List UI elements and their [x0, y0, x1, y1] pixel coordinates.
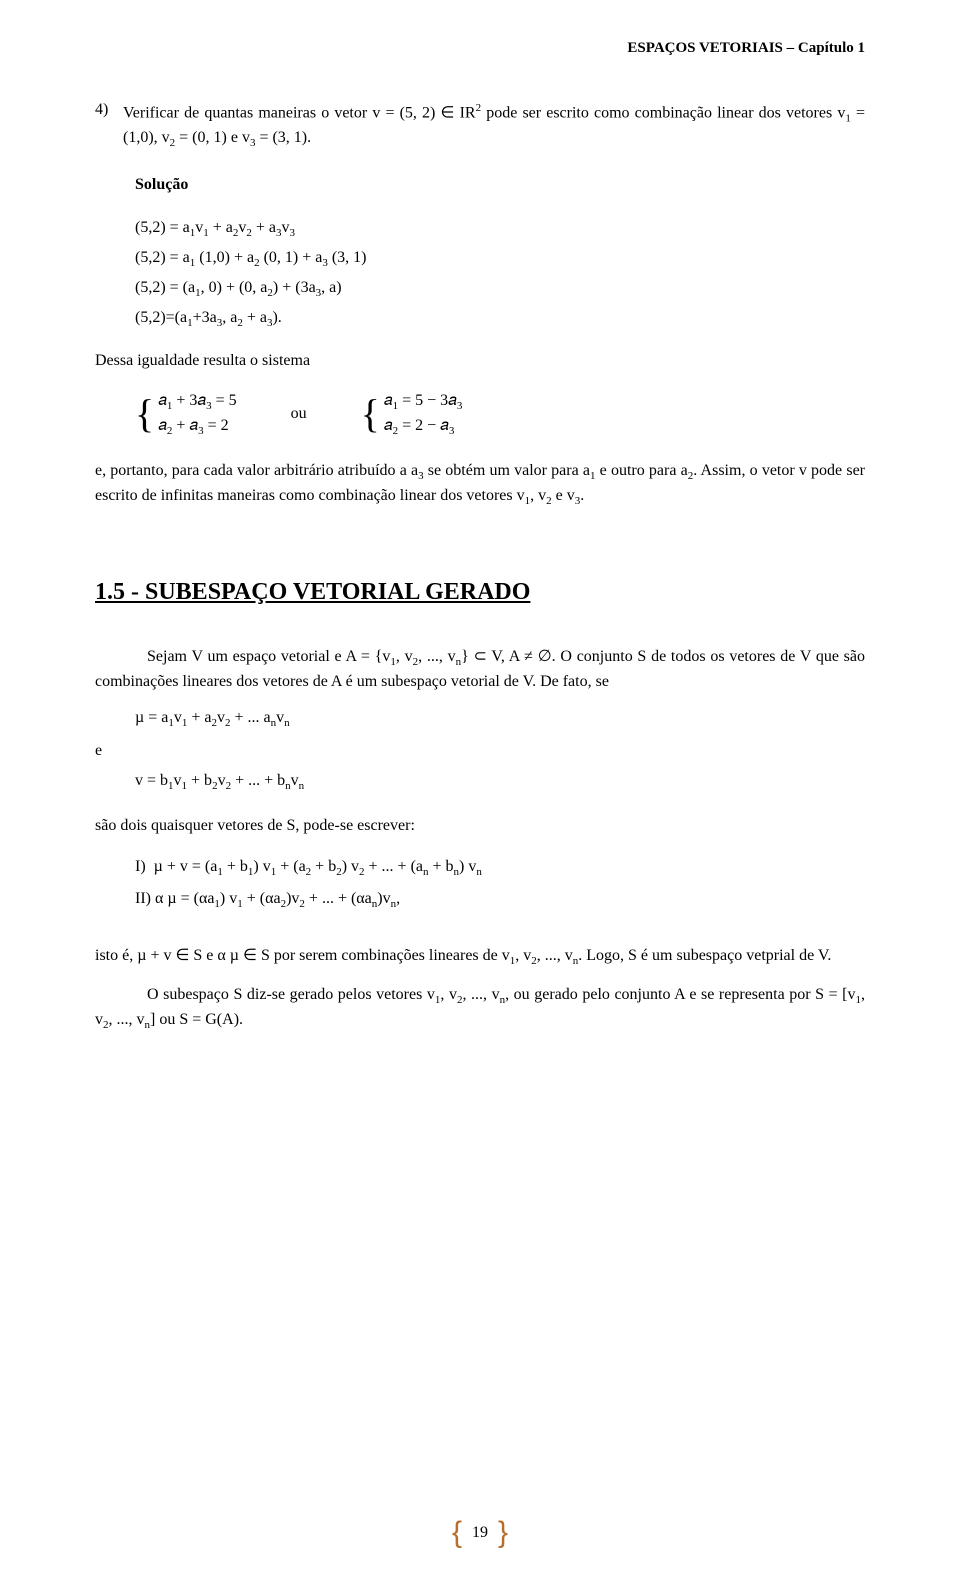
system-row: { 𝑎1 + 3𝑎3 = 5 𝑎2 + 𝑎3 = 2 ou { 𝑎1 = 5 −…: [135, 389, 865, 440]
brace-icon: {: [135, 400, 154, 428]
mu-line: µ = a1v1 + a2v2 + ... anvn: [135, 707, 865, 732]
solution-block: Solução (5,2) = a1v1 + a2v2 + a3v3 (5,2)…: [135, 171, 865, 334]
roman-item-1: I) µ + v = (a1 + b1) v1 + (a2 + b2) v2 +…: [135, 851, 865, 883]
page-number: 19: [472, 1524, 488, 1542]
system-eq: 𝑎1 + 3𝑎3 = 5: [158, 389, 236, 415]
sao-dois: são dois quaisquer vetores de S, pode-se…: [95, 815, 865, 837]
page-number-wrap: { 19 }: [452, 1518, 508, 1548]
e-label: e: [95, 740, 865, 762]
exercise-number: 4): [95, 101, 123, 151]
system-eq: 𝑎2 = 2 − 𝑎3: [384, 414, 462, 440]
section-paragraph-1: Sejam V um espaço vetorial e A = {v1, v2…: [95, 646, 865, 693]
exercise-text: Verificar de quantas maneiras o vetor v …: [123, 101, 865, 151]
exercise-4: 4) Verificar de quantas maneiras o vetor…: [95, 101, 865, 151]
bracket-left-icon: {: [452, 1518, 462, 1548]
solution-line: (5,2) = (a1, 0) + (0, a2) + (3a3, a): [135, 274, 865, 304]
system-1: { 𝑎1 + 3𝑎3 = 5 𝑎2 + 𝑎3 = 2: [135, 389, 237, 440]
bracket-right-icon: }: [498, 1518, 508, 1548]
or-label: ou: [291, 405, 307, 423]
solution-line: (5,2) = a1v1 + a2v2 + a3v3: [135, 214, 865, 244]
solution-line: (5,2)=(a1+3a3, a2 + a3).: [135, 304, 865, 334]
brace-icon: {: [361, 400, 380, 428]
isto-paragraph: isto é, µ + v ∈ S e α µ ∈ S por serem co…: [95, 945, 865, 970]
conclusion-paragraph: e, portanto, para cada valor arbitrário …: [95, 460, 865, 509]
section-title: 1.5 - SUBESPAÇO VETORIAL GERADO: [95, 579, 865, 606]
system-2: { 𝑎1 = 5 − 3𝑎3 𝑎2 = 2 − 𝑎3: [361, 389, 463, 440]
osub-paragraph: O subespaço S diz-se gerado pelos vetore…: [95, 984, 865, 1033]
roman-list: I) µ + v = (a1 + b1) v1 + (a2 + b2) v2 +…: [135, 851, 865, 915]
solution-label: Solução: [135, 171, 865, 200]
system-eq: 𝑎2 + 𝑎3 = 2: [158, 414, 236, 440]
page-header: ESPAÇOS VETORIAIS – Capítulo 1: [95, 40, 865, 57]
solution-line: (5,2) = a1 (1,0) + a2 (0, 1) + a3 (3, 1): [135, 244, 865, 274]
system-intro: Dessa igualdade resulta o sistema: [95, 350, 865, 372]
system-eq: 𝑎1 = 5 − 3𝑎3: [384, 389, 462, 415]
roman-item-2: II) α µ = (αa1) v1 + (αa2)v2 + ... + (αa…: [135, 883, 865, 915]
v-line: v = b1v1 + b2v2 + ... + bnvn: [135, 770, 865, 795]
